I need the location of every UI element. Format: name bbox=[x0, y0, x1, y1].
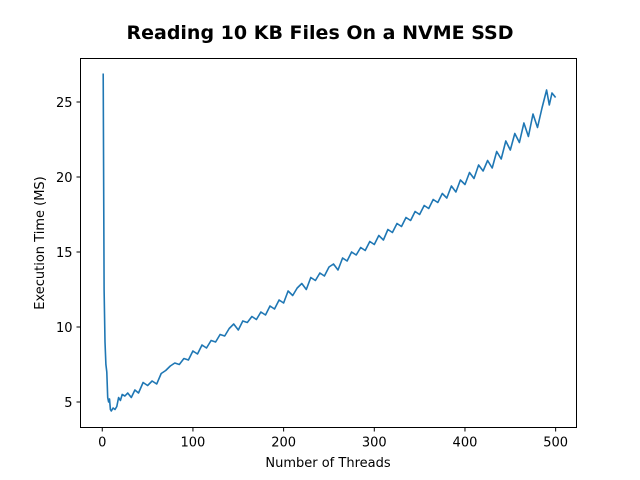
plot-frame bbox=[80, 58, 577, 428]
y-axis-ticks: 5 10 15 20 25 bbox=[56, 96, 81, 411]
y-tick-label: 15 bbox=[56, 246, 73, 261]
y-tick-label: 25 bbox=[56, 96, 73, 111]
data-series-line bbox=[102, 73, 557, 412]
y-tick-label: 10 bbox=[56, 321, 73, 336]
series-polyline bbox=[102, 73, 557, 412]
x-tick-label: 200 bbox=[271, 436, 296, 451]
y-tick-label: 5 bbox=[64, 396, 72, 411]
x-tick-label: 300 bbox=[362, 436, 387, 451]
x-axis-ticks: 0 100 200 300 400 500 bbox=[98, 427, 568, 451]
y-axis-label: Execution Time (MS) bbox=[33, 176, 48, 310]
x-axis-label: Number of Threads bbox=[265, 456, 390, 471]
x-tick-label: 100 bbox=[181, 436, 206, 451]
x-tick-label: 500 bbox=[543, 436, 568, 451]
chart-title: Reading 10 KB Files On a NVME SSD bbox=[126, 22, 514, 44]
x-tick-label: 400 bbox=[453, 436, 478, 451]
x-tick-label: 0 bbox=[98, 436, 106, 451]
y-tick-label: 20 bbox=[56, 171, 73, 186]
